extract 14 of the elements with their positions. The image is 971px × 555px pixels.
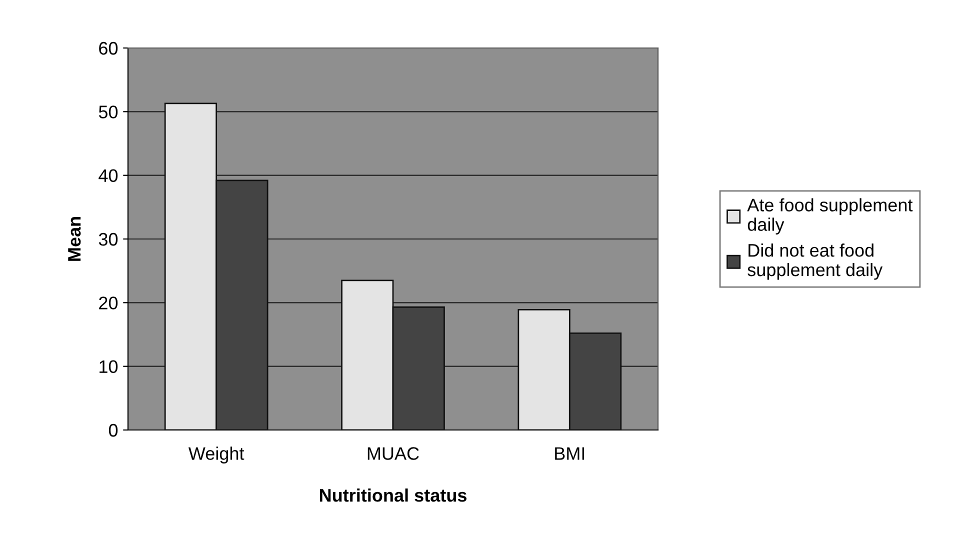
y-tick-label: 30 — [98, 232, 118, 246]
y-tick-label: 0 — [108, 424, 118, 437]
y-tick-label: 60 — [99, 42, 118, 55]
x-tick-label: Weight — [188, 446, 244, 464]
legend-label: Ate food supplement daily — [747, 198, 913, 234]
y-tick-label: 10 — [100, 360, 118, 374]
x-tick-label: BMI — [555, 447, 584, 460]
y-tick-label: 50 — [98, 106, 118, 118]
y-tick-label: 40 — [98, 169, 118, 182]
legend-label: Did not eat food supplement daily — [748, 244, 883, 280]
x-axis-title: Nutritional status — [320, 488, 466, 502]
y-axis-title: Mean — [68, 217, 81, 261]
y-tick-label: 20 — [99, 296, 118, 310]
x-tick-label: MUAC — [368, 447, 419, 460]
